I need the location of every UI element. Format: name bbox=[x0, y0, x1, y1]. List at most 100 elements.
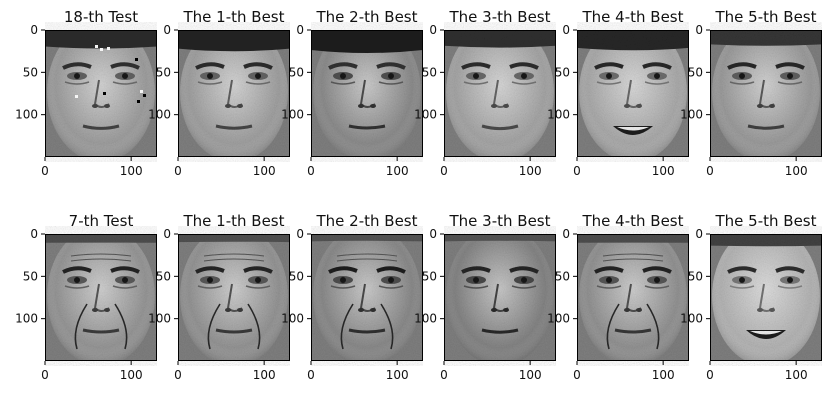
left-eyebrow bbox=[727, 62, 757, 70]
face-panel: 7-th Test 0 100 0 50 100 bbox=[15, 212, 157, 382]
right-eyebrow bbox=[775, 62, 805, 70]
left-eyebrow bbox=[195, 266, 225, 274]
y-tick-label: 100 bbox=[680, 108, 703, 122]
x-tick-label: 0 bbox=[41, 164, 49, 178]
panel-title: The 2-th Best bbox=[316, 8, 418, 26]
y-tick-label: 50 bbox=[289, 65, 304, 79]
left-eyebrow bbox=[328, 62, 358, 70]
axes-frame bbox=[577, 234, 689, 361]
x-tick-label: 0 bbox=[41, 368, 49, 382]
hair bbox=[311, 234, 423, 242]
left-eyebrow bbox=[727, 266, 757, 274]
y-tick-label: 100 bbox=[414, 312, 437, 326]
hair bbox=[444, 30, 556, 48]
y-tick-label: 100 bbox=[281, 108, 304, 122]
y-tick-label: 50 bbox=[289, 269, 304, 283]
x-tick-label: 100 bbox=[253, 164, 276, 178]
y-tick-label: 50 bbox=[688, 65, 703, 79]
axes-frame bbox=[577, 30, 689, 157]
mouth bbox=[82, 124, 120, 130]
axes-frame bbox=[45, 234, 157, 361]
x-tick-label: 0 bbox=[706, 368, 714, 382]
axes-frame bbox=[311, 234, 423, 361]
hair bbox=[45, 30, 157, 49]
x-tick-label: 0 bbox=[440, 164, 448, 178]
face-panel: The 3-th Best 0 100 0 50 100 bbox=[414, 212, 556, 382]
face-image bbox=[178, 30, 290, 157]
panel-title: The 1-th Best bbox=[183, 212, 285, 230]
y-tick-label: 50 bbox=[422, 269, 437, 283]
panel-title: The 3-th Best bbox=[449, 8, 551, 26]
axes-frame bbox=[444, 234, 556, 361]
y-tick-label: 0 bbox=[562, 23, 570, 37]
hair bbox=[178, 30, 290, 52]
face-image bbox=[45, 30, 157, 157]
x-tick-label: 0 bbox=[573, 368, 581, 382]
face-panel: The 1-th Best 0 100 0 50 100 bbox=[148, 212, 290, 382]
left-eyebrow bbox=[594, 62, 624, 70]
mouth bbox=[481, 328, 519, 334]
face-image bbox=[178, 234, 290, 361]
x-tick-label: 100 bbox=[120, 164, 143, 178]
left-eyebrow bbox=[461, 62, 491, 70]
y-tick-label: 50 bbox=[688, 269, 703, 283]
left-eyebrow bbox=[328, 266, 358, 274]
mouth bbox=[82, 328, 120, 334]
face-panel: The 2-th Best 0 100 0 50 100 bbox=[281, 212, 423, 382]
face-image bbox=[444, 30, 556, 157]
y-tick-label: 0 bbox=[30, 227, 38, 241]
hair bbox=[444, 234, 556, 242]
y-tick-label: 0 bbox=[429, 227, 437, 241]
axes-frame bbox=[45, 30, 157, 157]
y-tick-label: 100 bbox=[547, 312, 570, 326]
y-tick-label: 50 bbox=[555, 269, 570, 283]
panel-title: The 1-th Best bbox=[183, 8, 285, 26]
hair bbox=[45, 234, 157, 243]
left-eyebrow bbox=[461, 266, 491, 274]
x-tick-label: 0 bbox=[706, 164, 714, 178]
left-eyebrow bbox=[195, 62, 225, 70]
y-tick-label: 0 bbox=[163, 227, 171, 241]
face-image bbox=[577, 30, 689, 157]
x-tick-label: 100 bbox=[652, 368, 675, 382]
y-tick-label: 100 bbox=[148, 312, 171, 326]
face-image bbox=[577, 234, 689, 361]
face-image bbox=[45, 234, 157, 361]
right-eyebrow bbox=[642, 62, 672, 70]
mouth bbox=[614, 328, 652, 334]
face-image bbox=[311, 30, 423, 157]
axes-frame bbox=[178, 30, 290, 157]
hair bbox=[710, 30, 822, 46]
hair bbox=[178, 234, 290, 243]
y-tick-label: 100 bbox=[680, 312, 703, 326]
hair bbox=[577, 234, 689, 243]
panel-title: The 4-th Best bbox=[582, 8, 684, 26]
axes-frame bbox=[444, 30, 556, 157]
y-tick-label: 0 bbox=[562, 227, 570, 241]
x-tick-label: 0 bbox=[307, 368, 315, 382]
hair bbox=[311, 30, 423, 53]
right-eyebrow bbox=[509, 62, 539, 70]
panel-title: The 5-th Best bbox=[715, 8, 817, 26]
x-tick-label: 100 bbox=[253, 368, 276, 382]
left-eyebrow bbox=[62, 62, 92, 70]
y-tick-label: 0 bbox=[296, 227, 304, 241]
face-panel: The 5-th Best 0 100 0 50 100 bbox=[680, 212, 822, 382]
y-tick-label: 100 bbox=[15, 108, 38, 122]
right-eyebrow bbox=[642, 266, 672, 274]
mouth bbox=[481, 124, 519, 131]
axes-frame bbox=[178, 234, 290, 361]
y-tick-label: 100 bbox=[148, 108, 171, 122]
y-tick-label: 100 bbox=[547, 108, 570, 122]
y-tick-label: 100 bbox=[281, 312, 304, 326]
x-tick-label: 0 bbox=[573, 164, 581, 178]
x-tick-label: 0 bbox=[174, 368, 182, 382]
y-tick-label: 50 bbox=[156, 269, 171, 283]
x-tick-label: 100 bbox=[386, 368, 409, 382]
axes-frame bbox=[710, 234, 822, 361]
x-tick-label: 100 bbox=[785, 164, 808, 178]
face-image bbox=[444, 234, 556, 361]
face-panel: The 4-th Best 0 100 0 50 100 bbox=[547, 8, 689, 178]
y-tick-label: 100 bbox=[414, 108, 437, 122]
x-tick-label: 0 bbox=[307, 164, 315, 178]
